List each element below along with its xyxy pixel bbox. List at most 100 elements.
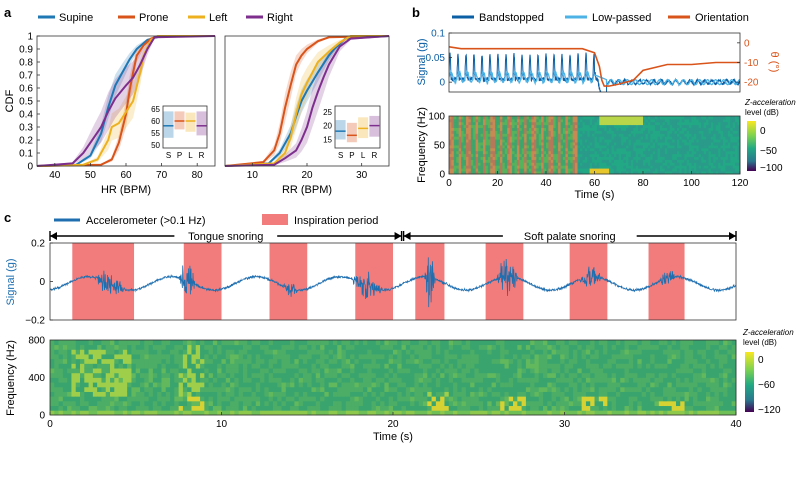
spectrogram-cell xyxy=(693,168,697,172)
spectrogram-cell xyxy=(609,127,612,131)
spectrogram-cell xyxy=(208,386,214,392)
spectrogram-cell xyxy=(723,153,726,157)
spectrogram-cell xyxy=(504,363,510,369)
spectrogram-cell xyxy=(161,410,167,416)
spectrogram-cell xyxy=(592,130,595,134)
spectrogram-cell xyxy=(708,116,712,120)
spectrogram-cell xyxy=(463,136,467,140)
spectrogram-cell xyxy=(458,127,462,131)
spectrogram-cell xyxy=(643,156,646,160)
spectrogram-cell xyxy=(650,133,654,137)
spectrogram-cell xyxy=(230,386,235,392)
spectrogram-cell xyxy=(449,168,452,172)
spectrogram-cell xyxy=(474,396,480,402)
spectrogram-cell xyxy=(531,162,535,166)
spectrogram-cell xyxy=(354,391,360,397)
spectrogram-cell xyxy=(281,400,287,407)
spectrogram-cell xyxy=(587,121,591,126)
spectrogram-cell xyxy=(251,344,257,350)
spectrogram-cell xyxy=(470,124,474,128)
spectrogram-cell xyxy=(691,162,695,166)
spectrogram-cell xyxy=(713,145,717,149)
spectrogram-cell xyxy=(468,145,472,149)
spectrogram-cell xyxy=(473,118,477,123)
spectrogram-cell xyxy=(497,171,501,175)
spectrogram-cell xyxy=(525,344,531,350)
spectrogram-cell xyxy=(161,372,167,378)
spectrogram-cell xyxy=(118,354,124,360)
spectrogram-cell xyxy=(553,147,557,152)
spectrogram-cell xyxy=(260,340,265,346)
spectrogram-cell xyxy=(345,382,351,388)
spectrogram-cell xyxy=(650,363,655,369)
spectrogram-cell xyxy=(456,153,460,157)
inset-box-S xyxy=(335,120,346,140)
spectrogram-cell xyxy=(572,121,576,126)
spectrogram-cell xyxy=(468,133,472,137)
spectrogram-cell xyxy=(410,349,415,355)
spectrogram-cell xyxy=(618,139,622,143)
spectrogram-cell xyxy=(675,344,681,350)
spectrogram-cell xyxy=(182,363,188,369)
spectrogram-cell xyxy=(478,130,481,134)
spectrogram-cell xyxy=(664,133,668,137)
spectrogram-cell xyxy=(650,153,654,157)
spectrogram-cell xyxy=(669,145,673,149)
spectrogram-cell xyxy=(703,130,707,134)
spectrogram-cell xyxy=(470,168,474,172)
spectrogram-cell xyxy=(465,159,469,163)
spectrogram-cell xyxy=(657,153,661,157)
spectrogram-cell xyxy=(251,363,257,369)
spectrogram-cell xyxy=(640,159,644,163)
spectrogram-cell xyxy=(517,363,523,369)
spectrogram-cell xyxy=(191,363,197,369)
spectrogram-cell xyxy=(285,382,291,388)
spectrogram-cell xyxy=(230,363,235,369)
spectrogram-cell xyxy=(114,382,119,388)
spectrogram-cell xyxy=(264,368,270,374)
spectrogram-cell xyxy=(675,349,681,355)
spectrogram-cell xyxy=(474,405,480,411)
spectrogram-cell xyxy=(516,147,520,152)
spectrogram-cell xyxy=(490,121,494,126)
spectrogram-cell xyxy=(594,377,600,383)
spectrogram-cell xyxy=(483,405,488,411)
spectrogram-cell xyxy=(470,156,474,160)
spectrogram-cell xyxy=(530,340,535,346)
spectrogram-cell xyxy=(165,405,171,411)
spectrogram-cell xyxy=(550,127,554,131)
spectrogram-cell xyxy=(345,349,351,355)
spectrogram-cell xyxy=(507,168,511,172)
spectrogram-cell xyxy=(491,354,497,360)
spectrogram-cell xyxy=(658,344,664,350)
spectrogram-cell xyxy=(135,410,141,416)
spectrogram-cell xyxy=(457,386,462,392)
spectrogram-cell xyxy=(615,410,621,416)
spectrogram-cell xyxy=(611,405,617,411)
spectrogram-cell xyxy=(703,127,707,131)
spectrogram-cell xyxy=(80,391,85,397)
spectrogram-cell xyxy=(495,116,498,120)
spectrogram-cell xyxy=(607,405,613,411)
spectrogram-cell xyxy=(664,145,668,149)
spectrogram-cell xyxy=(607,363,613,369)
spectrogram-cell xyxy=(538,162,542,166)
spectrogram-cell xyxy=(735,121,738,126)
spectrogram-cell xyxy=(110,340,115,346)
spectrogram-cell xyxy=(465,372,471,378)
spectrogram-cell xyxy=(332,358,338,364)
spectrogram-cell xyxy=(341,363,347,369)
spectrogram-cell xyxy=(519,165,523,169)
spectrogram-cell xyxy=(638,136,641,140)
spectrogram-cell xyxy=(482,168,486,172)
spectrogram-cell xyxy=(538,340,544,346)
spectrogram-cell xyxy=(255,396,261,402)
spectrogram-cell xyxy=(657,162,661,166)
spectrogram-cell xyxy=(603,405,608,411)
spectrogram-cell xyxy=(311,405,317,411)
spectrogram-cell xyxy=(604,139,608,143)
spectrogram-cell xyxy=(680,382,685,388)
spectrogram-cell xyxy=(135,405,141,411)
spectrogram-cell xyxy=(562,139,566,143)
spectrogram-cell xyxy=(131,368,137,374)
